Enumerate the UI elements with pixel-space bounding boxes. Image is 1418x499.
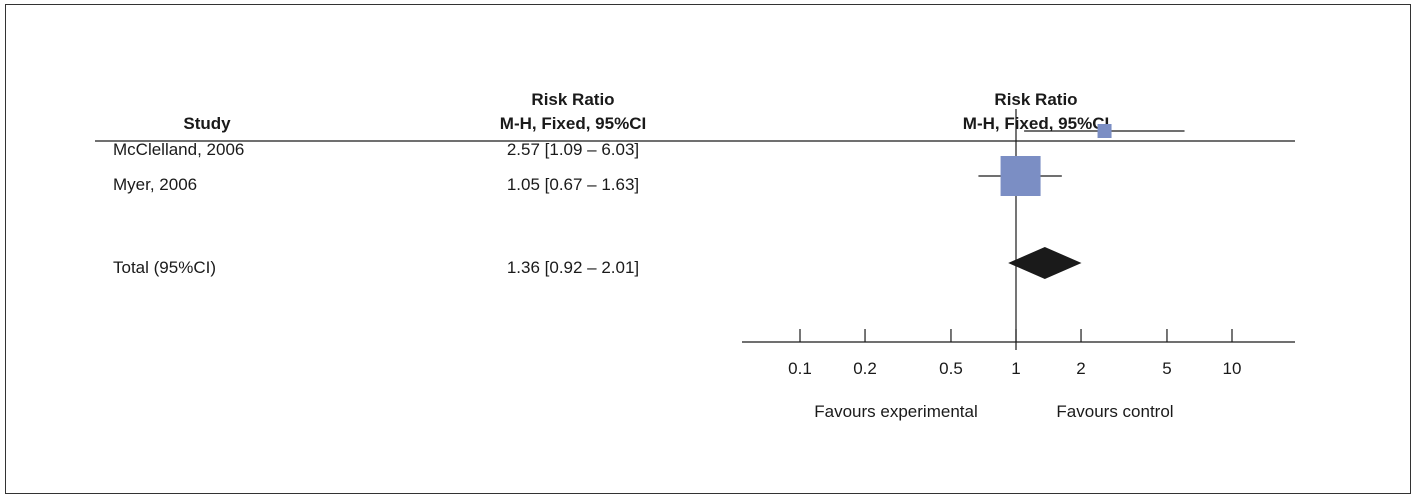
favours-control-label: Favours control [1056,402,1173,421]
study-column-header: Study [183,114,231,133]
x-tick-label-3: 1 [1011,359,1020,378]
x-tick-label-6: 10 [1223,359,1242,378]
x-tick-label-2: 0.5 [939,359,963,378]
study-estimate-mcclelland: 2.57 [1.09 – 6.03] [507,140,639,159]
x-tick-label-5: 5 [1162,359,1171,378]
x-tick-label-0: 0.1 [788,359,812,378]
total-name: Total (95%CI) [113,258,216,277]
plot-column-header-line1: Risk Ratio [994,90,1077,109]
plot-marks: 0.1 0.2 0.5 1 2 5 10 [742,109,1295,378]
total-estimate: 1.36 [0.92 – 2.01] [507,258,639,277]
study-point-box-0 [1097,124,1112,138]
study-name-mcclelland: McClelland, 2006 [113,140,244,159]
x-tick-label-1: 0.2 [853,359,877,378]
study-estimate-myer: 1.05 [0.67 – 1.63] [507,175,639,194]
estimate-column-header-line1: Risk Ratio [531,90,614,109]
pooled-estimate-diamond [1008,247,1082,279]
study-name-myer: Myer, 2006 [113,175,197,194]
favours-experimental-label: Favours experimental [814,402,977,421]
x-tick-label-4: 2 [1076,359,1085,378]
plot-column-header-line2: M-H, Fixed, 95%CI [963,114,1109,133]
figure-frame [5,4,1411,494]
study-point-box-1 [1000,156,1041,196]
estimate-column-header-line2: M-H, Fixed, 95%CI [500,114,646,133]
